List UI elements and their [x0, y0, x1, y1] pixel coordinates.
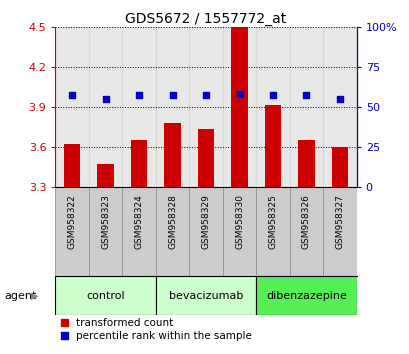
- Text: GSM958327: GSM958327: [335, 194, 344, 249]
- Text: GSM958329: GSM958329: [201, 194, 210, 249]
- Text: ▶: ▶: [31, 291, 38, 301]
- Bar: [155, 27, 189, 187]
- FancyBboxPatch shape: [122, 187, 155, 276]
- Bar: [231, 27, 247, 187]
- Bar: [289, 27, 322, 187]
- Bar: [256, 27, 289, 187]
- Bar: [130, 140, 147, 187]
- Text: GSM958324: GSM958324: [134, 194, 143, 249]
- Bar: [63, 144, 80, 187]
- Point: [102, 96, 109, 102]
- Legend: transformed count, percentile rank within the sample: transformed count, percentile rank withi…: [61, 319, 252, 341]
- Point: [336, 96, 342, 102]
- FancyBboxPatch shape: [256, 276, 356, 315]
- Text: GSM958328: GSM958328: [168, 194, 177, 249]
- Bar: [97, 164, 114, 187]
- Bar: [331, 147, 348, 187]
- Bar: [322, 27, 356, 187]
- Point: [202, 93, 209, 98]
- Bar: [222, 27, 256, 187]
- FancyBboxPatch shape: [55, 187, 89, 276]
- Text: GSM958323: GSM958323: [101, 194, 110, 249]
- FancyBboxPatch shape: [155, 276, 256, 315]
- Bar: [89, 27, 122, 187]
- Point: [302, 93, 309, 98]
- Bar: [55, 27, 89, 187]
- Title: GDS5672 / 1557772_at: GDS5672 / 1557772_at: [125, 12, 286, 25]
- Bar: [264, 105, 281, 187]
- FancyBboxPatch shape: [89, 187, 122, 276]
- FancyBboxPatch shape: [222, 187, 256, 276]
- Text: control: control: [86, 291, 125, 301]
- Text: GSM958326: GSM958326: [301, 194, 310, 249]
- Text: bevacizumab: bevacizumab: [169, 291, 243, 301]
- Text: GSM958330: GSM958330: [234, 194, 243, 249]
- Text: agent: agent: [4, 291, 36, 301]
- FancyBboxPatch shape: [189, 187, 222, 276]
- FancyBboxPatch shape: [155, 187, 189, 276]
- Point: [236, 91, 242, 97]
- Bar: [164, 123, 180, 187]
- Text: dibenzazepine: dibenzazepine: [265, 291, 346, 301]
- Point: [69, 93, 75, 98]
- FancyBboxPatch shape: [55, 276, 155, 315]
- Bar: [189, 27, 222, 187]
- Point: [269, 93, 276, 98]
- Point: [135, 93, 142, 98]
- FancyBboxPatch shape: [289, 187, 322, 276]
- FancyBboxPatch shape: [256, 187, 289, 276]
- Point: [169, 93, 175, 98]
- Bar: [122, 27, 155, 187]
- Bar: [297, 140, 314, 187]
- Text: GSM958322: GSM958322: [67, 194, 76, 249]
- Bar: [197, 129, 214, 187]
- Text: GSM958325: GSM958325: [268, 194, 277, 249]
- FancyBboxPatch shape: [322, 187, 356, 276]
